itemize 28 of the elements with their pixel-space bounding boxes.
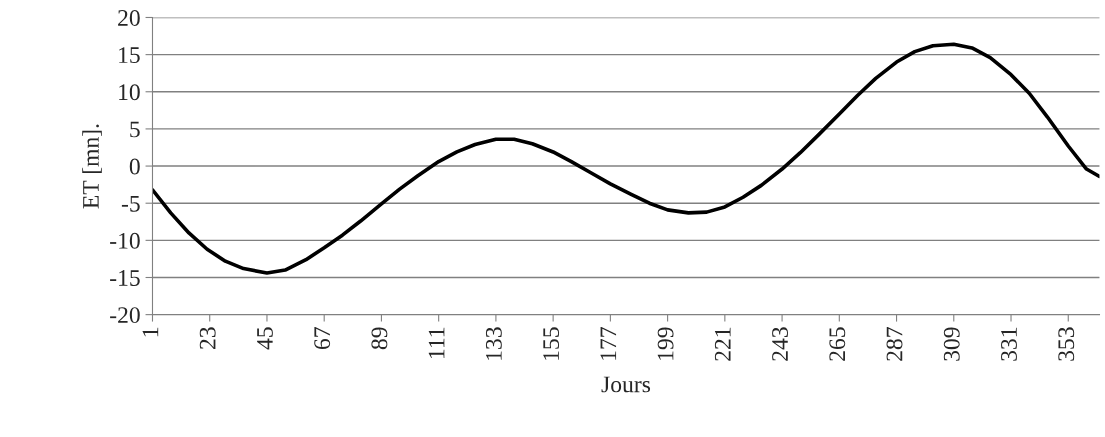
- x-tick-label: 1: [142, 327, 159, 337]
- x-tick-label: 265: [829, 327, 846, 361]
- x-tick-label: 221: [714, 327, 731, 361]
- x-tick-label: 23: [199, 327, 216, 350]
- y-axis-title: ET [mn].: [82, 124, 102, 209]
- y-tick-label: -20: [110, 307, 140, 324]
- y-tick-label: 5: [130, 121, 140, 138]
- y-tick-label: 15: [119, 47, 140, 64]
- x-tick-label: 177: [600, 327, 617, 360]
- x-tick-label: 155: [543, 327, 560, 360]
- x-tick-label: 309: [943, 327, 960, 361]
- y-tick-label: -15: [110, 270, 140, 286]
- y-tick-label: 10: [119, 84, 140, 101]
- x-tick-label: 353: [1058, 327, 1075, 361]
- x-tick-label: 111: [428, 327, 445, 359]
- x-tick-label: 243: [772, 327, 788, 361]
- y-tick-label: 20: [118, 9, 140, 26]
- y-tick-label: -5: [121, 195, 140, 212]
- x-tick-label: 133: [485, 327, 502, 360]
- x-axis-title: Jours: [601, 376, 651, 393]
- x-tick-label: 331: [1001, 327, 1017, 361]
- x-tick-label: 45: [257, 327, 273, 350]
- y-tick-label: 0: [129, 158, 140, 175]
- y-tick-label: -10: [110, 232, 140, 249]
- x-tick-label: 199: [657, 327, 674, 360]
- x-tick-label: 67: [314, 327, 331, 350]
- x-tick-label: 89: [371, 327, 388, 350]
- x-tick-label: 287: [886, 327, 903, 361]
